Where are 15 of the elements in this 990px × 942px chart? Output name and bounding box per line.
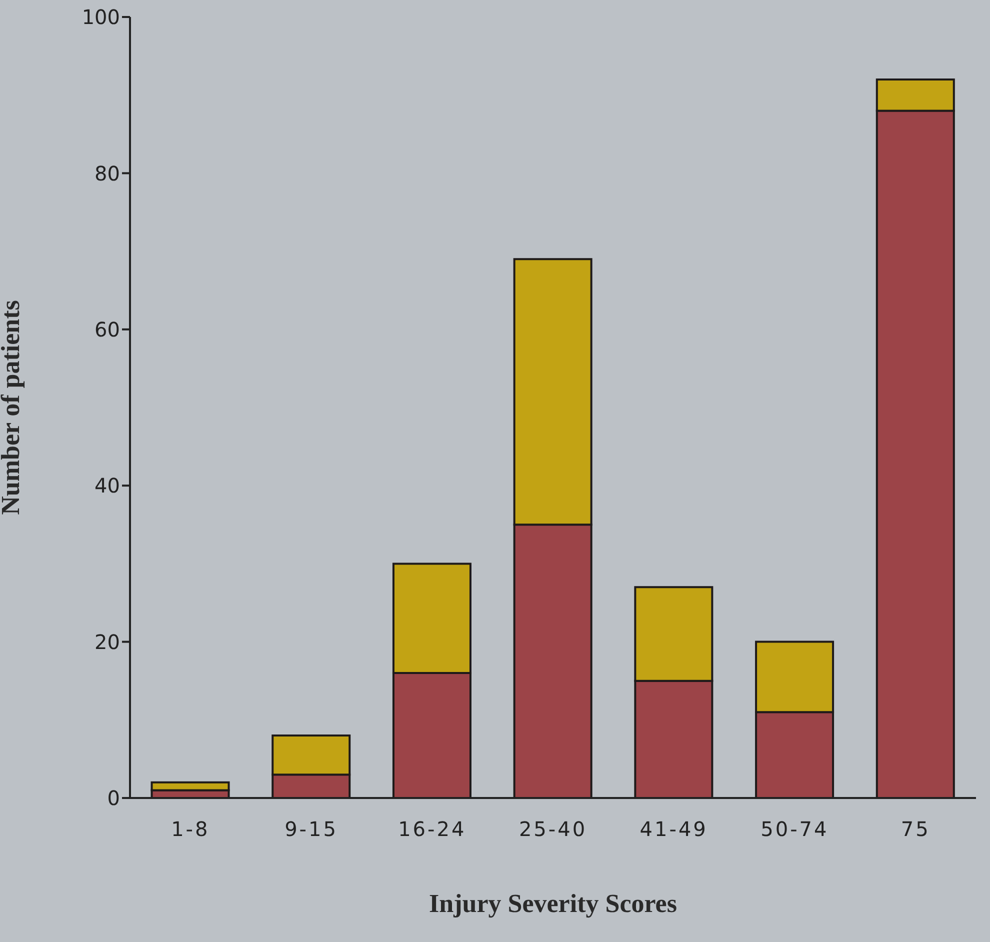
x-tick-label: 50-74 — [760, 817, 829, 842]
y-tick-label: 100 — [82, 5, 120, 30]
x-tick-label: 75 — [900, 817, 930, 842]
y-axis-title: Number of patients — [0, 300, 26, 515]
y-tick-label: 40 — [94, 474, 120, 498]
x-axis-title: Injury Severity Scores — [429, 889, 677, 918]
x-tick-label: 9-15 — [284, 817, 338, 842]
x-tick-label: 41-49 — [640, 817, 708, 842]
x-tick-label: 1-8 — [171, 817, 210, 842]
y-tick-label: 20 — [94, 630, 120, 654]
x-tick-label: 25-40 — [518, 817, 588, 842]
y-tick-label: 0 — [107, 786, 120, 810]
y-tick-label: 60 — [94, 318, 120, 342]
x-tick-label: 16-24 — [398, 817, 466, 842]
y-tick-label: 80 — [94, 161, 120, 186]
